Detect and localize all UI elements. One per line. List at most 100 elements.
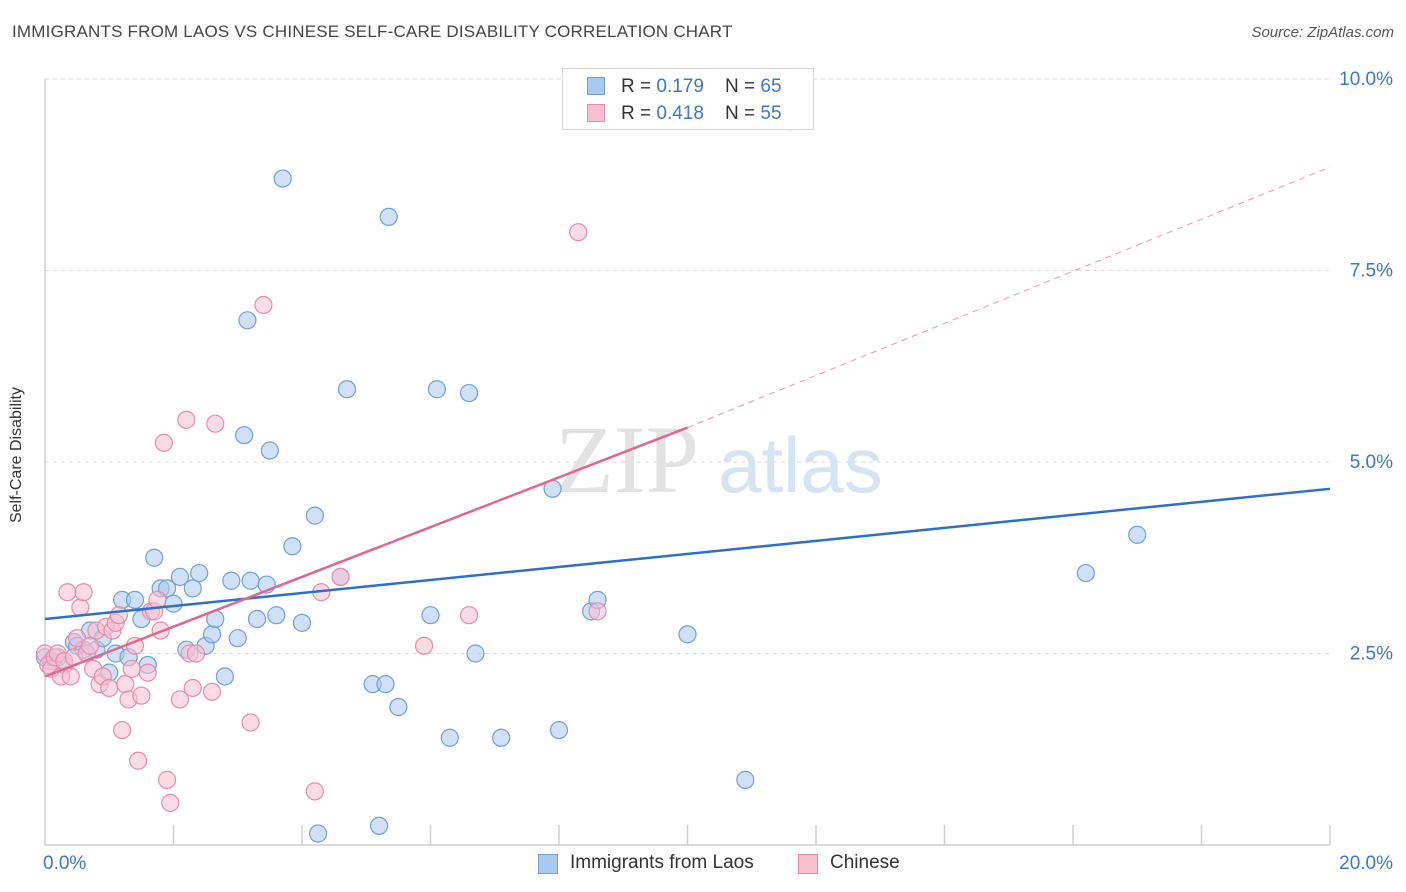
laos-point [678,625,697,644]
x-tick-label: 0.0% [43,853,86,874]
chinese-point [132,686,151,705]
chinese-point [161,793,180,812]
laos-point [164,594,183,613]
laos-point [273,169,292,188]
laos-point [222,571,241,590]
chinese-point [177,410,196,429]
laos-point [337,380,357,399]
y-tick-label: 5.0% [1350,452,1393,473]
y-tick-label: 10.0% [1339,69,1393,90]
y-tick-label: 7.5% [1350,261,1393,282]
laos-point [736,770,755,789]
chart-title: IMMIGRANTS FROM LAOS VS CHINESE SELF-CAR… [12,22,733,41]
laos-point [125,590,145,609]
legend-r-label: R = [621,76,657,97]
chart-source: Source: ZipAtlas.com [1251,24,1394,41]
chinese-point [138,663,157,682]
y-axis-label: Self-Care Disability [8,386,25,524]
chinese-point [116,675,135,694]
series-legend: Immigrants from Laos Chinese [0,852,1406,878]
legend-label-chinese: Chinese [830,852,900,873]
laos-point [440,728,459,747]
chinese-point [186,644,206,663]
laos-point [215,667,234,686]
watermark-zip: ZIP [555,406,699,513]
laos-point [549,720,569,740]
laos-point [379,207,398,226]
laos-point [427,380,447,399]
legend-r-value: 0.418 [656,103,704,124]
laos-point [183,579,202,598]
chinese-point [331,567,350,587]
legend-n-value: 65 [760,76,782,97]
chinese-point [61,667,80,686]
chinese-point [154,433,173,452]
laos-point [459,383,479,403]
chinese-point [170,690,190,709]
trend-lines [44,166,1331,678]
chinese-point [254,295,273,315]
chinese-point [459,606,479,625]
laos-point [241,571,260,590]
laos-point [305,506,324,525]
laos-point [145,548,164,567]
laos-point [228,629,247,648]
chinese-point [74,583,93,602]
chinese-point [414,636,434,655]
laos-point [1076,563,1095,583]
laos-point [260,441,279,460]
chinese-trend-line [44,426,688,678]
correlation-legend: R = 0.179 N = 65 R = 0.418 N = 55 [562,68,814,130]
legend-n-label: N = [725,76,761,97]
chinese-point [100,678,119,698]
chinese-point [206,414,225,433]
chinese-point [71,598,90,617]
chinese-point [241,713,260,732]
legend-swatch-laos [587,77,605,95]
chinese-trend-extension [687,166,1331,428]
series-chinese-points [35,223,607,812]
x-tick-label: 20.0% [1339,853,1393,874]
tick-labels: 2.5% 5.0% 7.5% 10.0% 0.0% 20.0% [43,69,1393,874]
laos-point [267,606,286,625]
legend-n-value: 55 [760,103,782,124]
legend-swatch-chinese [798,854,818,874]
legend-r-label: R = [621,103,657,124]
chinese-point [157,770,177,789]
legend-n-label: N = [725,103,761,124]
laos-point [283,537,302,556]
laos-point [376,675,395,694]
laos-point [466,644,485,663]
laos-trend-line [44,487,1331,621]
chinese-point [80,636,100,655]
legend-swatch-laos [538,854,558,874]
legend-swatch-chinese [587,104,605,122]
laos-point [235,426,254,445]
laos-point [170,567,190,587]
laos-point [1128,525,1147,544]
chinese-point [129,751,148,770]
laos-point [238,311,257,330]
laos-point [308,824,328,843]
chinese-point [122,659,141,678]
laos-point [492,728,511,747]
laos-point [292,613,312,632]
chinese-point [569,223,588,242]
chinese-point [202,682,222,701]
chinese-point [109,606,128,625]
chinese-point [588,602,607,621]
y-tick-label: 2.5% [1350,644,1393,665]
laos-point [202,625,222,644]
chinese-point [305,782,324,801]
legend-r-value: 0.179 [656,76,704,97]
chinese-point [183,678,202,698]
laos-point [421,606,440,625]
watermark-atlas: atlas [718,421,883,509]
chinese-point [112,720,132,740]
laos-point [190,563,209,583]
laos-point [247,609,267,629]
chinese-point [58,583,77,602]
laos-point [370,816,389,835]
legend-label-laos: Immigrants from Laos [570,852,754,873]
